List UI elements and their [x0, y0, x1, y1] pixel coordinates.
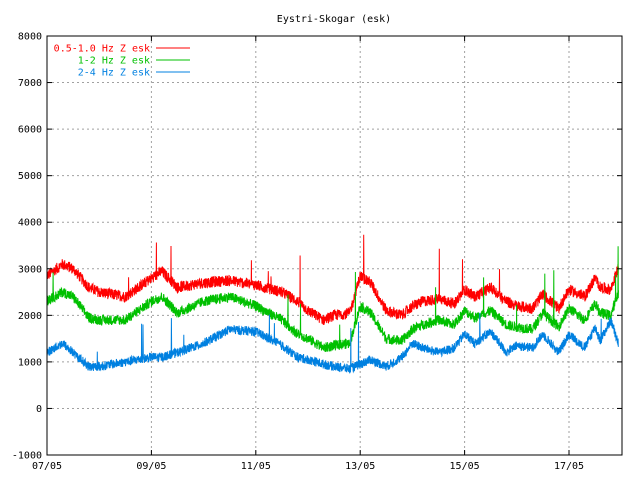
legend-label: 0.5-1.0 Hz Z esk	[54, 44, 150, 55]
x-tick-label: 07/05	[32, 461, 62, 472]
series-line-1	[46, 234, 619, 325]
y-axis: -1000 0 1000 2000 3000 4000 5000 6000 7000 8000	[12, 32, 622, 462]
grid	[46, 35, 622, 456]
plot-area	[46, 234, 619, 375]
series-line-2	[46, 246, 619, 353]
legend-label: 2-4 Hz Z esk	[78, 68, 150, 79]
legend-label: 1-2 Hz Z esk	[78, 56, 150, 67]
x-tick-label: 09/05	[136, 461, 166, 472]
y-tick-label: 1000	[18, 357, 42, 368]
x-tick-label: 17/05	[554, 461, 584, 472]
x-tick-label: 15/05	[450, 461, 480, 472]
x-axis: 07/05 09/05 11/05 13/05 15/05 17/05	[32, 36, 584, 472]
series-line-3	[46, 312, 619, 375]
plot-frame	[46, 35, 623, 456]
y-tick-label: 8000	[18, 32, 42, 43]
x-tick-label: 11/05	[241, 461, 271, 472]
y-tick-label: 0	[36, 404, 42, 415]
y-tick-label: 7000	[18, 78, 42, 89]
y-tick-label: 3000	[18, 264, 42, 275]
y-tick-label: -1000	[12, 451, 42, 462]
y-tick-label: 5000	[18, 171, 42, 182]
y-tick-label: 2000	[18, 311, 42, 322]
x-tick-label: 13/05	[345, 461, 375, 472]
y-tick-label: 4000	[18, 218, 42, 229]
y-tick-label: 6000	[18, 125, 42, 136]
chart-title: Eystri-Skogar (esk)	[277, 14, 391, 25]
